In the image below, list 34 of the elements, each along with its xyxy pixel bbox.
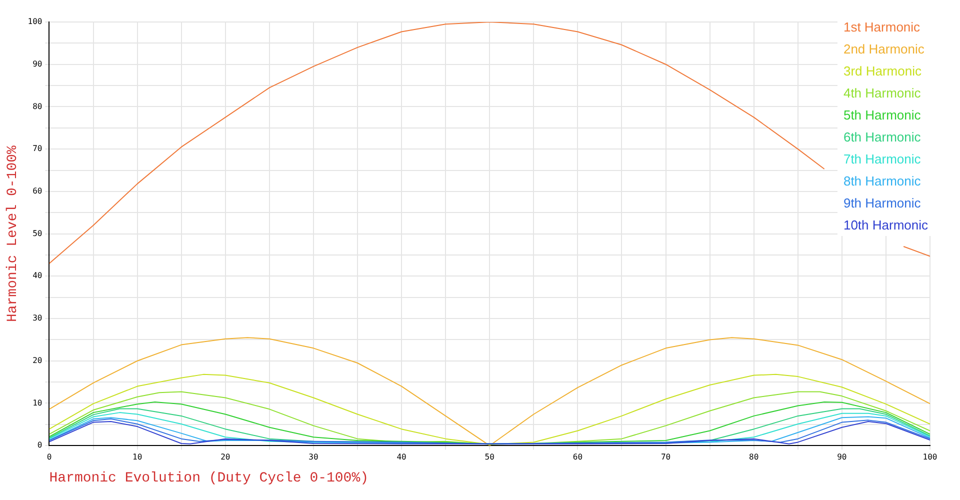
x-tick-label: 80 xyxy=(749,452,759,462)
y-tick-label: 60 xyxy=(32,186,42,196)
text: 10th Harmonic xyxy=(843,218,928,233)
x-tick-label: 70 xyxy=(660,452,671,462)
y-axis-title: Harmonic Level 0-100% xyxy=(5,144,22,322)
x-tick-label: 90 xyxy=(837,452,847,462)
y-tick-label: 70 xyxy=(32,144,42,154)
text: 1st Harmonic xyxy=(843,20,921,35)
text: 8th Harmonic xyxy=(843,174,922,189)
x-tick-label: 30 xyxy=(308,452,318,462)
y-tick-label: 90 xyxy=(32,59,42,68)
text: 3rd Harmonic xyxy=(843,64,922,79)
x-tick-label: 20 xyxy=(220,452,230,462)
y-tick-label: 10 xyxy=(32,398,42,408)
x-tick-label: 0 xyxy=(46,452,52,462)
y-tick-label: 20 xyxy=(32,356,42,365)
x-axis-title: Harmonic Evolution (Duty Cycle 0-100%) xyxy=(49,470,369,486)
text: 6th Harmonic xyxy=(843,130,922,145)
y-tick-label: 30 xyxy=(32,314,42,323)
text: 5th Harmonic xyxy=(843,108,922,123)
y-tick-label: 100 xyxy=(28,17,42,26)
text: 7th Harmonic xyxy=(843,152,922,167)
text: 2nd Harmonic xyxy=(843,42,925,57)
y-tick-label: 80 xyxy=(32,102,42,111)
x-tick-label: 60 xyxy=(572,452,583,462)
x-tick-label: 50 xyxy=(484,452,495,462)
y-tick-label: 50 xyxy=(32,228,42,238)
x-tick-label: 40 xyxy=(396,452,407,462)
x-tick-label: 10 xyxy=(132,452,142,462)
y-tick-label: 40 xyxy=(32,271,42,280)
text: 9th Harmonic xyxy=(843,196,922,211)
y-tick-label: 0 xyxy=(37,440,42,450)
text: 4th Harmonic xyxy=(843,86,922,101)
x-tick-label: 100 xyxy=(922,452,938,462)
